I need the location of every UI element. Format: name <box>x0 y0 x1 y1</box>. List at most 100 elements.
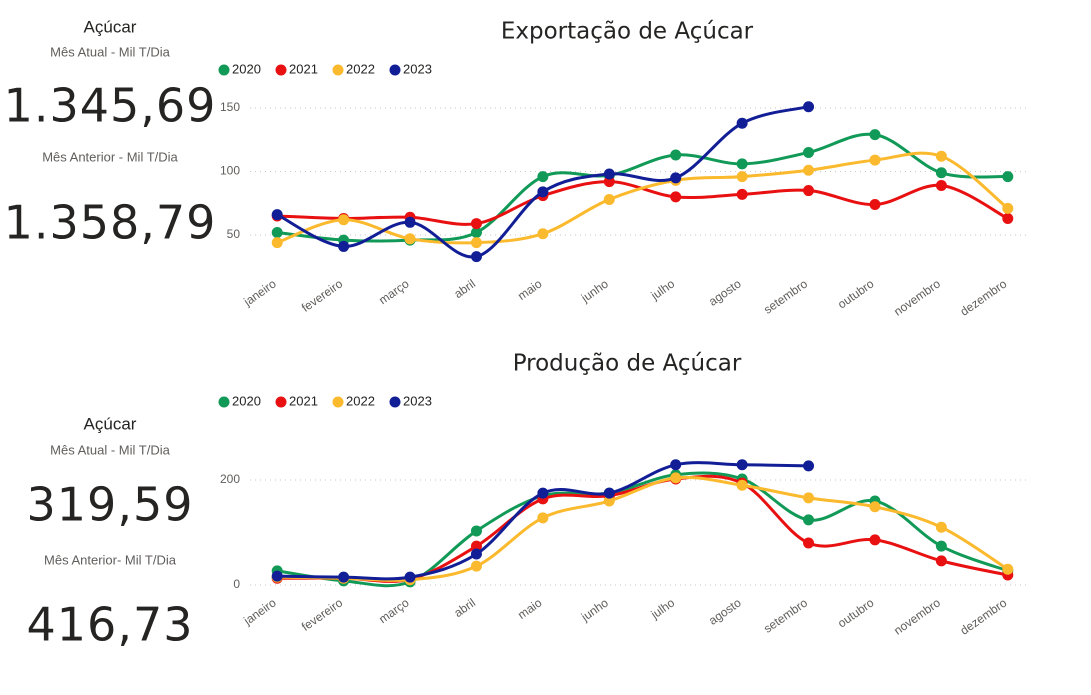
data-point <box>470 251 482 263</box>
data-point <box>603 176 615 188</box>
data-point <box>670 472 682 484</box>
x-tick-label: setembro <box>761 595 810 635</box>
data-point <box>271 226 283 238</box>
x-tick-label: abril <box>451 277 478 301</box>
data-point <box>670 172 682 184</box>
legend-label: 2023 <box>403 61 432 76</box>
x-tick-label: maio <box>515 595 545 622</box>
data-point <box>603 487 615 499</box>
data-point <box>670 191 682 203</box>
data-point <box>803 492 815 504</box>
data-point <box>404 571 416 583</box>
legend-label: 2022 <box>346 393 375 408</box>
x-tick-label: fevereiro <box>299 276 346 314</box>
series-line <box>277 474 1009 583</box>
legend-marker <box>332 396 344 408</box>
card-value: 1.345,69 <box>4 79 217 133</box>
card-label: Mês Atual - Mil T/Dia <box>50 44 170 59</box>
legend-marker <box>275 396 287 408</box>
legend-label: 2022 <box>346 61 375 76</box>
data-point <box>271 237 283 249</box>
data-point <box>404 233 416 245</box>
x-tick-label: novembro <box>891 276 943 318</box>
series-line <box>276 471 1009 588</box>
card-label: Mês Atual - Mil T/Dia <box>50 442 170 457</box>
data-point <box>736 117 748 129</box>
legend-marker <box>275 64 287 76</box>
y-tick-label: 200 <box>220 472 240 486</box>
data-point <box>869 199 881 211</box>
legend-marker <box>332 64 344 76</box>
chart-title: Produção de Açúcar <box>513 351 742 377</box>
legend-marker <box>218 396 230 408</box>
data-point <box>736 171 748 183</box>
data-point <box>736 188 748 200</box>
data-point <box>803 537 815 549</box>
x-tick-label: agosto <box>706 276 744 308</box>
data-point <box>537 186 549 198</box>
data-point <box>603 168 615 180</box>
data-point <box>470 540 482 552</box>
data-point <box>736 479 748 491</box>
data-point <box>338 214 350 226</box>
x-tick-label: janeiro <box>240 276 279 309</box>
legend-marker <box>389 64 401 76</box>
card-value: 319,59 <box>27 478 194 532</box>
data-point <box>338 240 350 252</box>
data-point <box>736 459 748 471</box>
data-point <box>935 167 947 179</box>
x-tick-label: outubro <box>835 595 877 630</box>
x-tick-label: fevereiro <box>299 595 346 633</box>
card-title: Açúcar <box>84 17 137 36</box>
data-point <box>537 487 549 499</box>
data-point <box>470 226 482 238</box>
x-tick-label: junho <box>578 276 611 305</box>
card: Açúcar Mês Atual - Mil T/Dia 1.345,69 Mê… <box>4 17 217 250</box>
legend-label: 2020 <box>232 61 261 76</box>
data-point <box>537 512 549 524</box>
data-point <box>803 185 815 197</box>
y-tick-label: 0 <box>233 577 240 591</box>
data-point <box>935 179 947 191</box>
x-tick-label: junho <box>578 595 611 624</box>
x-tick-label: outubro <box>835 276 877 311</box>
x-tick-label: março <box>376 595 412 626</box>
x-tick-label: novembro <box>891 595 943 637</box>
x-tick-label: maio <box>515 276 545 303</box>
legend-marker <box>389 396 401 408</box>
data-point <box>670 149 682 161</box>
data-point <box>736 158 748 170</box>
data-point <box>803 514 815 526</box>
x-tick-label: dezembro <box>958 276 1010 318</box>
card-label: Mês Anterior - Mil T/Dia <box>42 149 178 164</box>
data-point <box>470 560 482 572</box>
data-point <box>869 501 881 513</box>
data-point <box>1002 563 1014 575</box>
data-point <box>803 146 815 158</box>
data-point <box>935 540 947 552</box>
data-point <box>803 164 815 176</box>
card-value: 1.358,79 <box>4 196 217 250</box>
x-tick-label: julho <box>648 595 678 622</box>
data-point <box>869 534 881 546</box>
legend-label: 2023 <box>403 393 432 408</box>
data-point <box>935 555 947 567</box>
y-tick-label: 100 <box>220 164 240 178</box>
x-tick-label: agosto <box>706 595 744 627</box>
data-point <box>470 218 482 230</box>
data-point <box>470 237 482 249</box>
data-point <box>935 150 947 162</box>
data-point <box>1002 212 1014 224</box>
legend-label: 2020 <box>232 393 261 408</box>
y-tick-label: 150 <box>220 100 240 114</box>
card-title: Açúcar <box>84 414 137 433</box>
data-point <box>404 216 416 228</box>
data-point <box>537 228 549 240</box>
data-point <box>603 193 615 205</box>
data-point <box>869 129 881 141</box>
x-tick-label: janeiro <box>240 595 279 628</box>
legend-label: 2021 <box>289 393 318 408</box>
data-point <box>1002 171 1014 183</box>
data-point <box>803 460 815 472</box>
data-point <box>537 171 549 183</box>
